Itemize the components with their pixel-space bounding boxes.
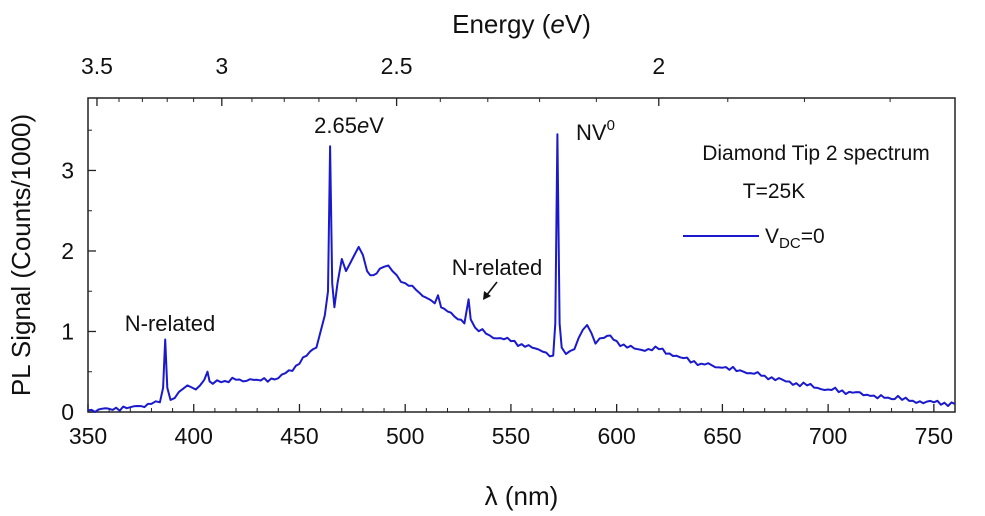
y-axis-title: PL Signal (Counts/1000) (6, 114, 36, 396)
x-tick-label-400: 400 (175, 423, 213, 449)
top-tick-label-3: 3 (215, 53, 228, 79)
y-axis-ticks: 0 1 2 3 (61, 129, 96, 425)
x-tick-label-450: 450 (280, 423, 318, 449)
x-tick-label-600: 600 (597, 423, 635, 449)
legend: Diamond Tip 2 spectrum T=25K VDC=0 (683, 142, 930, 252)
series-line-vdc0 (87, 133, 956, 413)
legend-title-line1: Diamond Tip 2 spectrum (702, 142, 930, 165)
top-axis-ticks: 3.5 3 2.5 2 (81, 53, 891, 106)
legend-series-label: VDC=0 (765, 225, 825, 252)
legend-title-line2: T=25K (743, 180, 805, 203)
x-tick-label-350: 350 (69, 423, 107, 449)
x-tick-label-650: 650 (703, 423, 741, 449)
plot-frame (87, 97, 956, 413)
y-tick-label-1: 1 (61, 318, 74, 344)
x-tick-label-500: 500 (386, 423, 424, 449)
annotation-peak-2-65ev: 2.65eV (314, 113, 384, 138)
y-tick-label-0: 0 (61, 399, 74, 425)
top-axis-title: Energy (eV) (452, 9, 591, 39)
x-axis-ticks: 350 400 450 500 550 600 650 700 750 (69, 404, 953, 449)
y-tick-label-3: 3 (61, 157, 74, 183)
x-tick-label-700: 700 (809, 423, 847, 449)
top-tick-label-3.5: 3.5 (81, 53, 113, 79)
top-tick-label-2.5: 2.5 (381, 53, 413, 79)
annotation-arrow (483, 281, 498, 300)
top-tick-label-2: 2 (652, 53, 665, 79)
y-tick-label-2: 2 (61, 238, 74, 264)
annotation-nv0: NV0 (576, 117, 615, 145)
x-axis-title: λ (nm) (485, 481, 559, 511)
x-tick-label-750: 750 (915, 423, 953, 449)
x-tick-label-550: 550 (492, 423, 530, 449)
annotation-n-related-531: N-related (452, 255, 542, 280)
annotation-n-related-387: N-related (125, 311, 215, 336)
